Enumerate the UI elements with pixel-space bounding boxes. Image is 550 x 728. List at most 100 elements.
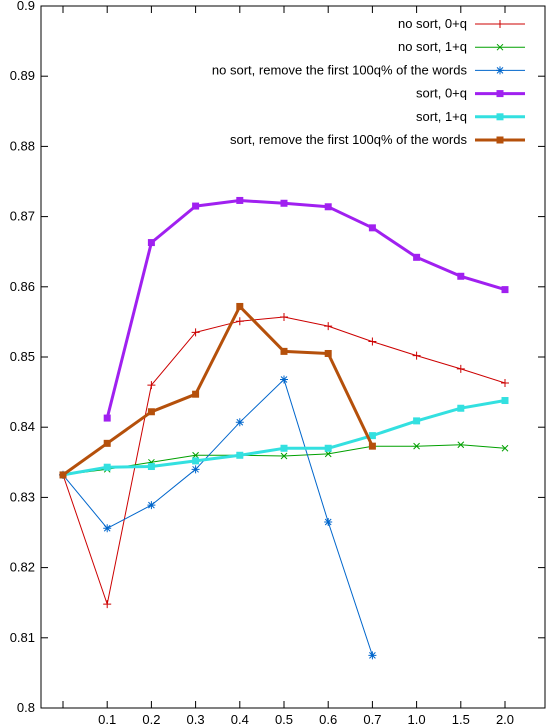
series-5 xyxy=(59,397,509,479)
data-point xyxy=(496,20,504,28)
data-point xyxy=(147,408,155,416)
data-point xyxy=(457,272,465,280)
legend-item: sort, 0+q xyxy=(416,86,525,101)
data-point xyxy=(103,439,111,447)
series-line xyxy=(62,379,373,656)
y-axis: 0.8 0.81 0.82 0.83 0.84 0.85 0.86 0.87 0.88 0.89 0… xyxy=(10,0,545,715)
data-point xyxy=(496,43,504,51)
data-point xyxy=(324,322,333,331)
data-point xyxy=(324,444,332,452)
data-point xyxy=(501,444,509,452)
series-4 xyxy=(103,196,509,422)
y-tick-label: 0.83 xyxy=(10,489,35,504)
legend: no sort, 0+q no sort, 1+q no sort, remove … xyxy=(212,16,525,147)
data-point xyxy=(280,199,288,207)
data-point xyxy=(235,418,244,427)
legend-label: sort, 1+q xyxy=(416,109,467,124)
data-point xyxy=(280,452,288,460)
y-tick-label: 0.81 xyxy=(10,630,35,645)
x-tick-label: 0.6 xyxy=(319,712,337,727)
data-point xyxy=(457,404,465,412)
legend-item: sort, remove the first 100q% of the word… xyxy=(230,132,525,147)
data-point xyxy=(501,378,509,387)
data-point xyxy=(147,239,155,247)
x-tick-label: 0.1 xyxy=(98,712,116,727)
series-6 xyxy=(59,302,376,479)
data-point xyxy=(192,451,199,459)
data-point xyxy=(280,444,288,452)
y-tick-label: 0.85 xyxy=(10,349,35,364)
data-point xyxy=(413,442,420,450)
y-tick-label: 0.8 xyxy=(17,700,35,715)
x-tick-label: 1.0 xyxy=(408,712,426,727)
x-tick-label: 0.7 xyxy=(363,712,381,727)
plot-frame xyxy=(40,5,546,709)
data-point xyxy=(235,317,244,326)
series-line xyxy=(105,199,506,419)
series-layer xyxy=(59,196,509,660)
data-point xyxy=(103,524,112,533)
x-axis: 0.1 0.2 0.3 0.4 0.5 0.6 0.7 1.0 1.5 2.0 xyxy=(62,6,514,727)
legend-item: no sort, remove the first 100q% of the w… xyxy=(212,62,525,77)
x-tick-label: 0.5 xyxy=(275,712,293,727)
data-point xyxy=(496,113,504,121)
y-tick-label: 0.84 xyxy=(10,419,35,434)
data-point xyxy=(191,328,200,337)
data-point xyxy=(280,312,288,321)
legend-item: no sort, 1+q xyxy=(398,39,525,54)
data-point xyxy=(191,465,200,474)
x-tick-label: 2.0 xyxy=(496,712,514,727)
data-point xyxy=(368,651,377,660)
y-tick-label: 0.86 xyxy=(10,279,35,294)
data-point xyxy=(324,517,333,526)
data-point xyxy=(368,442,376,450)
data-point xyxy=(280,347,288,355)
data-point xyxy=(236,451,244,459)
series-line xyxy=(62,316,506,605)
data-point xyxy=(324,203,332,211)
data-point xyxy=(368,432,376,440)
x-tick-label: 0.3 xyxy=(187,712,205,727)
data-point xyxy=(236,302,244,310)
legend-label: sort, remove the first 100q% of the word… xyxy=(230,132,467,147)
data-point xyxy=(457,441,465,449)
data-point xyxy=(496,90,504,98)
data-point xyxy=(103,463,111,471)
data-point xyxy=(147,381,156,390)
series-line xyxy=(62,399,506,477)
data-point xyxy=(368,337,377,346)
data-point xyxy=(147,463,155,471)
data-point xyxy=(147,501,156,510)
data-point xyxy=(496,136,504,144)
y-tick-label: 0.89 xyxy=(10,68,35,83)
data-point xyxy=(501,286,509,294)
data-point xyxy=(412,351,421,360)
data-point xyxy=(236,196,244,204)
legend-label: no sort, 1+q xyxy=(398,39,467,54)
data-point xyxy=(413,253,421,261)
legend-label: no sort, 0+q xyxy=(398,16,467,31)
x-tick-label: 0.4 xyxy=(231,712,249,727)
data-point xyxy=(192,390,200,398)
data-point xyxy=(496,66,504,75)
data-point xyxy=(368,224,376,232)
data-point xyxy=(324,349,332,357)
data-point xyxy=(501,397,509,405)
y-tick-label: 0.9 xyxy=(17,0,35,13)
data-point xyxy=(324,450,332,458)
legend-item: no sort, 0+q xyxy=(398,16,525,31)
data-point xyxy=(280,375,288,384)
x-tick-label: 1.5 xyxy=(452,712,470,727)
data-point xyxy=(103,600,112,609)
data-point xyxy=(456,364,465,373)
data-point xyxy=(192,457,200,465)
y-tick-label: 0.82 xyxy=(10,560,35,575)
y-tick-label: 0.87 xyxy=(10,209,35,224)
data-point xyxy=(192,202,200,210)
series-line xyxy=(62,305,374,477)
data-point xyxy=(59,471,67,479)
legend-label: sort, 0+q xyxy=(416,86,467,101)
data-point xyxy=(413,417,421,425)
